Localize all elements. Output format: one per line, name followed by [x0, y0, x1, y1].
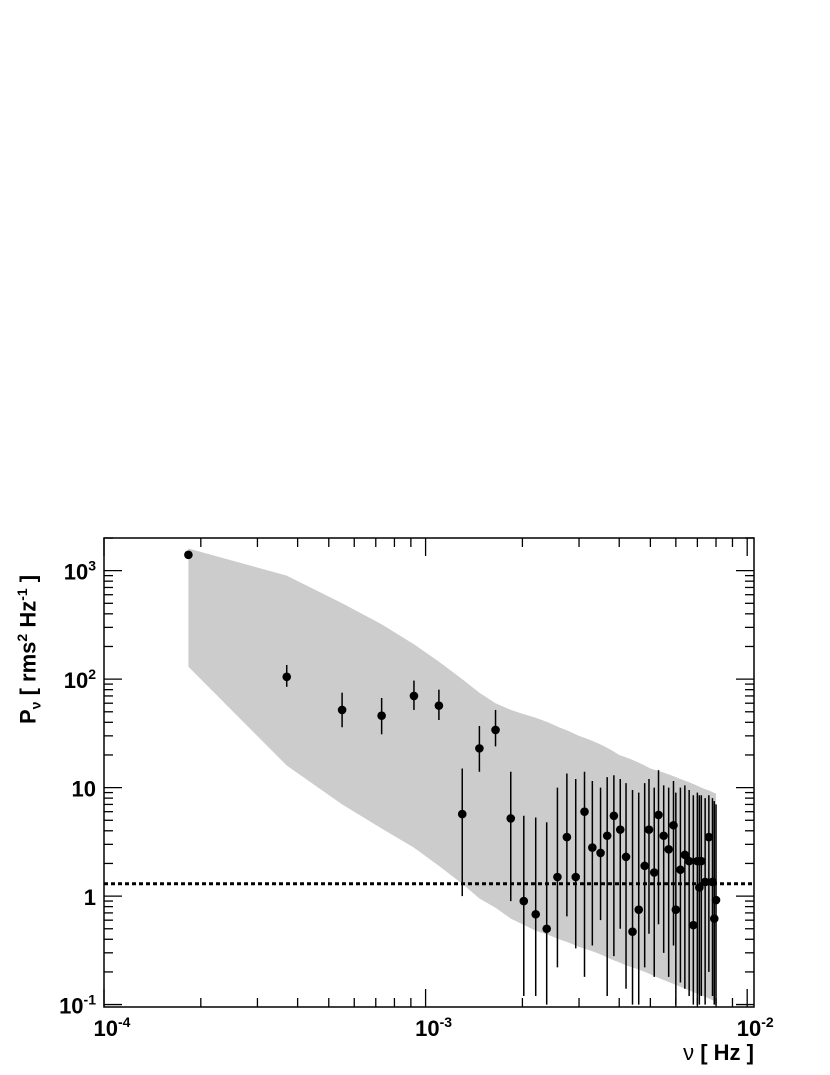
tick-label: 10-4 [94, 1014, 131, 1041]
data-point [491, 725, 500, 735]
data-point [621, 852, 631, 862]
data-point [704, 832, 714, 842]
data-point [506, 814, 516, 823]
data-point [669, 820, 678, 830]
data-point [684, 856, 694, 866]
data-point [615, 825, 625, 834]
uncertainty-band-layer [188, 548, 716, 1002]
tick-labels-layer: 10-4 10-3 10-2 10-1 1 10 102 103 [59, 558, 774, 1041]
data-point [644, 825, 654, 834]
data-point [700, 877, 710, 887]
data-point [596, 848, 605, 858]
tick-label: 10-3 [415, 1014, 452, 1041]
tick-label: 10-2 [737, 1014, 774, 1041]
y-axis-label: Pν [ rms2 Hz-1 ] [14, 574, 44, 724]
data-point [634, 905, 644, 914]
data-point [676, 865, 685, 875]
data-point [337, 705, 347, 715]
data-point-layer [184, 550, 721, 936]
data-point [475, 744, 484, 753]
data-point [434, 701, 444, 710]
data-point [571, 872, 581, 882]
tick-label: 1 [84, 885, 96, 910]
data-point [680, 850, 690, 860]
tick-label: 10-1 [59, 992, 96, 1019]
data-point [553, 872, 562, 882]
plot-frame [103, 537, 755, 1008]
data-point [580, 807, 589, 816]
tick-label: 102 [64, 666, 96, 693]
data-point [649, 868, 659, 877]
data-point [628, 927, 637, 936]
axis-ticks-layer [103, 537, 754, 1007]
uncertainty-band [188, 548, 716, 1002]
data-point [664, 845, 673, 854]
data-point [708, 877, 717, 887]
data-point [409, 691, 419, 701]
data-point [697, 856, 706, 866]
data-point [377, 711, 386, 721]
data-point [709, 914, 719, 923]
data-point [531, 909, 541, 919]
data-point [654, 810, 663, 820]
data-point [588, 843, 597, 852]
data-point [695, 883, 704, 892]
data-point [602, 831, 612, 841]
x-axis-label: ν [ Hz ] [683, 1040, 754, 1065]
data-point [457, 809, 467, 819]
data-point [184, 550, 193, 560]
data-point [282, 672, 292, 682]
tick-label: 103 [64, 558, 96, 585]
data-point [671, 905, 681, 914]
data-point [689, 920, 698, 930]
data-point [542, 924, 551, 934]
data-point [519, 896, 529, 906]
data-point [640, 861, 649, 871]
tick-label: 10 [72, 777, 96, 802]
data-point [711, 895, 721, 905]
data-point [609, 811, 619, 821]
data-point [659, 831, 668, 841]
data-point [562, 832, 572, 842]
plot-frame-layer [103, 537, 755, 1008]
